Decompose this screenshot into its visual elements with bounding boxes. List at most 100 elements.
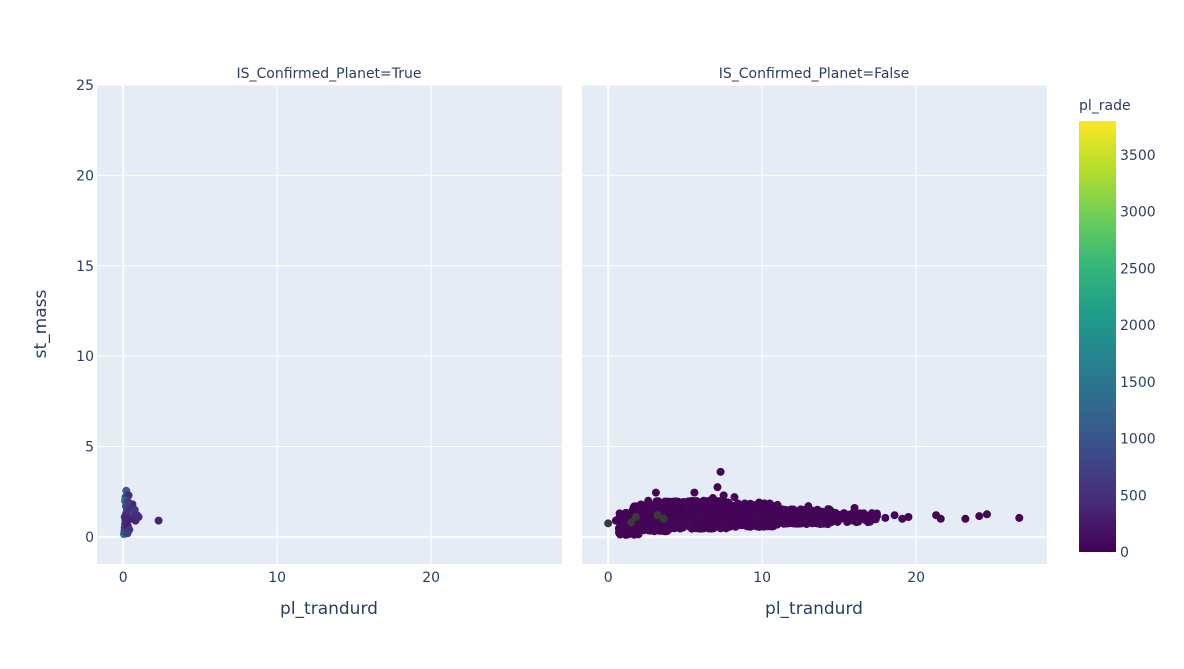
scatter-point [123,497,132,506]
facet-title-confirmed-false: IS_Confirmed_Planet=False [719,66,909,82]
scatter-point [690,523,699,532]
scatter-point [722,509,731,518]
scatter-point [936,514,945,523]
scatter-point [797,519,806,528]
scatter-point [635,503,644,512]
scatter-point [621,514,630,523]
plot-area [582,85,1047,564]
y-tick-label: 25 [76,78,94,94]
scatter-point [689,502,698,511]
facet-panel-confirmed-false: 0 10 20 [582,84,1047,586]
y-tick-label: 0 [85,530,94,546]
scatter-points [119,486,163,539]
scatter-point [690,488,699,497]
scatter-point [804,502,813,511]
scatter-point [699,496,708,505]
scatter-point [154,516,163,525]
scatter-point [791,507,800,516]
y-tick-label: 20 [76,168,94,184]
scatter-point [604,519,613,528]
scatter-point [708,494,717,503]
scatter-point [890,511,899,520]
scatter-point [961,514,970,523]
scatter-point [662,506,671,515]
colorbar-tick-label: 0 [1120,545,1129,561]
scatter-point [124,515,133,524]
scatter-point [765,508,774,517]
scatter-point [656,522,665,531]
scatter-point [704,507,713,516]
colorbar-tick-label: 3000 [1120,205,1156,221]
colorbar-tick-label: 2500 [1120,261,1156,277]
colorbar-tick-label: 1000 [1120,432,1156,448]
scatter-point [806,513,815,522]
scatter-point [615,509,624,518]
scatter-point [759,516,768,525]
x-tick-label: 20 [422,570,440,586]
scatter-point [644,496,653,505]
scatter-point [679,510,688,519]
scatter-point [665,524,674,533]
scatter-point [611,516,620,525]
scatter-point [797,511,806,520]
scatter-point [839,513,848,522]
scatter-point [814,516,823,525]
scatter-point [651,488,660,497]
scatter-point [764,501,773,510]
y-axis-title: st_mass [31,290,51,359]
x-tick-label: 0 [119,570,128,586]
x-tick-label: 0 [604,570,613,586]
scatter-point [788,519,797,528]
x-axis-title-left: pl_trandurd [280,599,378,619]
scatter-point [696,523,705,532]
scatter-point [898,514,907,523]
x-tick-label: 10 [753,570,771,586]
x-tick-label: 10 [268,570,286,586]
x-axis-title-right: pl_trandurd [765,599,863,619]
scatter-point [643,513,652,522]
y-tick-label: 5 [85,440,94,456]
x-tick-label: 20 [907,570,925,586]
scatter-point [729,502,738,511]
scatter-point [773,507,782,516]
scatter-points [604,467,1024,539]
scatter-point [716,513,725,522]
scatter-point [881,513,890,522]
y-tick-label: 15 [76,259,94,275]
scatter-point [982,510,991,519]
scatter-point [742,506,751,515]
colorbar-tick-label: 2000 [1120,318,1156,334]
scatter-point [766,515,775,524]
scatter-point [713,503,722,512]
scatter-point [627,518,636,527]
scatter-point [719,491,728,500]
scatter-point [622,527,631,536]
scatter-point [975,512,984,521]
scatter-point [1015,513,1024,522]
scatter-point [653,511,662,520]
scatter-point [859,509,868,518]
scatter-point [125,525,134,534]
scatter-point [631,513,640,522]
scatter-point [681,498,690,507]
scatter-point [659,514,668,523]
scatter-point [704,517,713,526]
scatter-point [713,483,722,492]
colorbar-tick-label: 500 [1120,488,1147,504]
colorbar-tick-label: 1500 [1120,375,1156,391]
scatter-point [870,511,879,520]
scatter-point [755,498,764,507]
scatter-point [634,526,643,535]
scatter-point [719,519,728,528]
scatter-point [727,516,736,525]
scatter-point [742,522,751,531]
facet-panel-confirmed-true: 0 10 20 0 5 10 15 20 25 [76,78,562,586]
y-tick-label: 10 [76,349,94,365]
scatter-point [673,505,682,514]
scatter-point [716,467,725,476]
scatter-point [662,499,671,508]
scatter-point [850,503,859,512]
scatter-point [777,518,786,527]
scatter-point [850,511,859,520]
